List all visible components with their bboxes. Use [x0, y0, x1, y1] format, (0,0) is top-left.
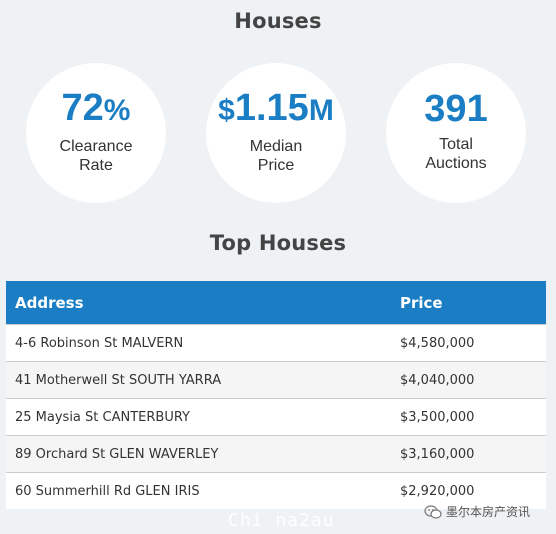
total-auctions-number: 391 [424, 88, 488, 130]
clearance-rate-number: 72 [61, 86, 104, 129]
table-header-row: Address Price [6, 281, 546, 325]
clearance-rate-stat: 72% Clearance Rate [26, 63, 166, 203]
price-cell: $4,040,000 [391, 361, 546, 399]
table-row: 89 Orchard St GLEN WAVERLEY $3,160,000 [6, 435, 546, 473]
price-column-header: Price [391, 281, 546, 325]
price-cell: $3,500,000 [391, 398, 546, 436]
wechat-label: 墨尔本房产资讯 [446, 505, 531, 519]
table-row: 60 Summerhill Rd GLEN IRIS $2,920,000 [6, 472, 546, 509]
houses-title: Houses [234, 9, 322, 33]
price-cell: $2,920,000 [391, 472, 546, 509]
median-price-unit: M [308, 93, 334, 127]
address-cell: 60 Summerhill Rd GLEN IRIS [6, 472, 391, 509]
median-price-label-line1: Median [249, 137, 303, 155]
total-auctions-label-line1: Total [439, 136, 473, 153]
table-row: 25 Maysia St CANTERBURY $3,500,000 [6, 398, 546, 436]
median-price-label-line2: Price [257, 156, 295, 174]
total-auctions-label-line2: Auctions [425, 155, 487, 172]
top-houses-title: Top Houses [209, 231, 347, 255]
top-houses-table: Address Price 4-6 Robinson St MALVERN $4… [6, 281, 546, 509]
clearance-rate-label: Clearance Rate [60, 137, 133, 175]
median-price-prefix: $ [218, 93, 235, 127]
address-column-header: Address [6, 281, 391, 325]
median-price-number: 1.15 [234, 86, 309, 129]
address-cell: 4-6 Robinson St MALVERN [6, 324, 391, 362]
median-price-value: $1.15 M [218, 88, 334, 131]
wechat-icon [424, 504, 442, 519]
total-auctions-label: Total Auctions [425, 135, 486, 173]
median-price-stat: $1.15 M Median Price [206, 63, 346, 203]
clearance-rate-unit: % [103, 93, 131, 127]
address-cell: 25 Maysia St CANTERBURY [6, 398, 391, 436]
wechat-badge: 墨尔本房产资讯 [424, 503, 530, 520]
price-cell: $4,580,000 [391, 324, 546, 362]
clearance-rate-label-line2: Rate [79, 156, 113, 174]
clearance-rate-label-line1: Clearance [59, 137, 133, 155]
price-cell: $3,160,000 [391, 435, 546, 473]
table-row: 41 Motherwell St SOUTH YARRA $4,040,000 [6, 361, 546, 399]
watermark-text: Chi na2au [228, 510, 335, 531]
address-cell: 41 Motherwell St SOUTH YARRA [6, 361, 391, 399]
total-auctions-stat: 391 Total Auctions [386, 63, 526, 203]
table-row: 4-6 Robinson St MALVERN $4,580,000 [6, 324, 546, 362]
clearance-rate-value: 72% [62, 88, 131, 131]
address-cell: 89 Orchard St GLEN WAVERLEY [6, 435, 391, 473]
median-price-label: Median Price [250, 137, 302, 175]
total-auctions-value: 391 [424, 89, 487, 129]
